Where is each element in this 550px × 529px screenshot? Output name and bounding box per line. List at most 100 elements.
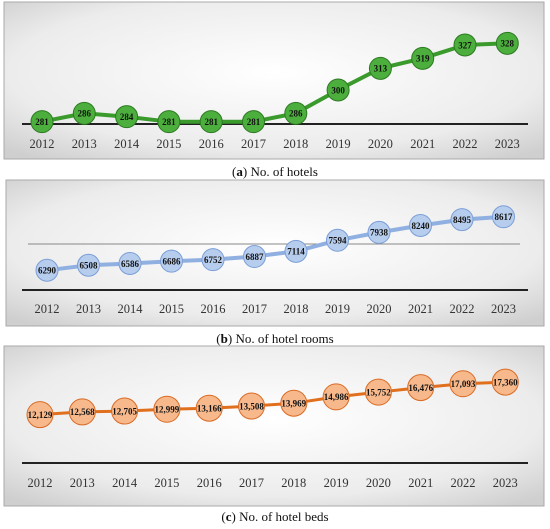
x-tick-label: 2018 [281, 476, 306, 490]
x-tick-label: 2013 [70, 476, 95, 490]
beds-data-label: 17,093 [451, 379, 476, 389]
x-tick-label: 2014 [112, 476, 138, 490]
x-tick-label: 2016 [201, 302, 226, 316]
beds-data-label: 16,476 [408, 383, 433, 393]
rooms-data-label: 8240 [412, 221, 431, 231]
rooms-data-point [326, 228, 349, 252]
rooms-data-label: 6290 [38, 266, 57, 276]
beds-data-label: 12,568 [70, 407, 95, 417]
x-tick-label: 2018 [283, 137, 308, 151]
rooms-data-label: 6586 [121, 259, 140, 269]
caption-text: No. of hotel rooms [235, 331, 334, 346]
x-tick-label: 2012 [35, 302, 60, 316]
beds-data-label: 13,969 [281, 398, 306, 408]
beds-data-point [68, 398, 96, 426]
x-tick-label: 2014 [114, 137, 140, 151]
x-tick-label: 2019 [324, 476, 349, 490]
beds-data-point [407, 374, 435, 402]
caption-text: No. of hotel beds [239, 509, 329, 524]
beds-data-point [491, 368, 519, 396]
hotels-chart-caption: (a) No. of hotels [232, 164, 318, 179]
beds-data-point [195, 394, 223, 422]
x-tick-label: 2022 [453, 137, 478, 151]
beds-data-label: 13,508 [239, 401, 264, 411]
rooms-data-point [118, 251, 142, 275]
rooms-data-point [201, 248, 225, 272]
hotels-data-label: 281 [247, 117, 261, 127]
x-tick-label: 2017 [242, 302, 267, 316]
beds-data-label: 12,129 [28, 410, 53, 420]
rooms-data-point [77, 253, 100, 277]
x-tick-label: 2019 [326, 137, 351, 151]
x-tick-label: 2021 [408, 302, 433, 316]
beds-data-label: 12,999 [155, 405, 180, 415]
hotels-data-label: 300 [331, 85, 345, 95]
x-tick-label: 2015 [154, 476, 179, 490]
hotels-data-point [30, 110, 54, 134]
rooms-chart: 2012 2013 2014 2015 2016 2017 2018 2019 2020 2021… [5, 179, 545, 327]
hotels-data-point [368, 56, 392, 80]
beds-data-label: 15,752 [366, 387, 391, 397]
x-tick-label: 2012 [30, 137, 55, 151]
hotels-data-point [72, 101, 96, 125]
hotels-data-label: 281 [35, 117, 49, 127]
rooms-data-label: 8617 [495, 212, 514, 222]
caption-letter: c [225, 509, 232, 524]
rooms-data-point [35, 258, 59, 282]
rooms-data-label: 7114 [287, 247, 305, 257]
rooms-data-point [243, 245, 266, 269]
beds-data-point [26, 401, 54, 429]
x-tick-label: 2012 [28, 476, 53, 490]
rooms-data-label: 7938 [370, 228, 389, 238]
rooms-data-point [409, 213, 432, 237]
x-tick-label: 2015 [159, 302, 184, 316]
plot-background [3, 1, 545, 160]
beds-data-label: 17,360 [493, 377, 518, 387]
beds-chart-panel: 2012 2013 2014 2015 2016 2017 2018 2019 2020 2021… [0, 344, 550, 529]
rooms-data-point [160, 249, 183, 273]
caption-letter: a [236, 164, 243, 179]
x-tick-label: 2020 [367, 302, 392, 316]
x-tick-label: 2021 [410, 137, 435, 151]
caption-letter: b [220, 331, 228, 346]
hotels-data-point [284, 101, 308, 125]
x-tick-label: 2020 [366, 476, 391, 490]
x-tick-label: 2014 [118, 302, 144, 316]
x-tick-label: 2023 [491, 302, 516, 316]
x-tick-label: 2017 [241, 137, 266, 151]
x-tick-label: 2016 [197, 476, 222, 490]
beds-data-point [111, 397, 139, 425]
rooms-data-point [284, 239, 308, 263]
hotels-data-label: 327 [458, 40, 472, 50]
hotels-data-label: 319 [416, 54, 430, 64]
hotels-data-label: 286 [289, 109, 303, 119]
hotels-data-label: 313 [374, 64, 388, 74]
x-tick-label: 2023 [493, 476, 518, 490]
rooms-data-point [367, 220, 391, 244]
hotels-data-label: 328 [501, 39, 515, 49]
beds-data-point [449, 370, 477, 398]
hotels-data-point [199, 110, 223, 134]
hotels-data-label: 281 [204, 117, 218, 127]
rooms-data-label: 7594 [329, 236, 348, 246]
x-tick-label: 2020 [368, 137, 393, 151]
beds-data-point [280, 389, 308, 417]
rooms-data-label: 6508 [80, 261, 99, 271]
hotels-data-point [495, 31, 519, 55]
rooms-data-point [492, 205, 515, 229]
caption-text: No. of hotels [250, 164, 318, 179]
hotels-data-point [453, 33, 477, 57]
beds-data-label: 14,986 [324, 392, 349, 402]
hotels-data-label: 286 [78, 109, 92, 119]
rooms-data-label: 6686 [163, 256, 182, 266]
x-tick-label: 2015 [156, 137, 181, 151]
hotels-data-point [157, 110, 181, 134]
x-tick-label: 2021 [408, 476, 433, 490]
hotels-chart: 2012 2013 2014 2015 2016 2017 2018 2019 2020 2021… [3, 1, 545, 160]
x-tick-label: 2013 [76, 302, 101, 316]
rooms-data-label: 6752 [204, 255, 223, 265]
x-tick-label: 2023 [495, 137, 520, 151]
beds-data-point [322, 383, 350, 411]
rooms-data-label: 8495 [453, 215, 472, 225]
beds-data-point [364, 378, 392, 406]
